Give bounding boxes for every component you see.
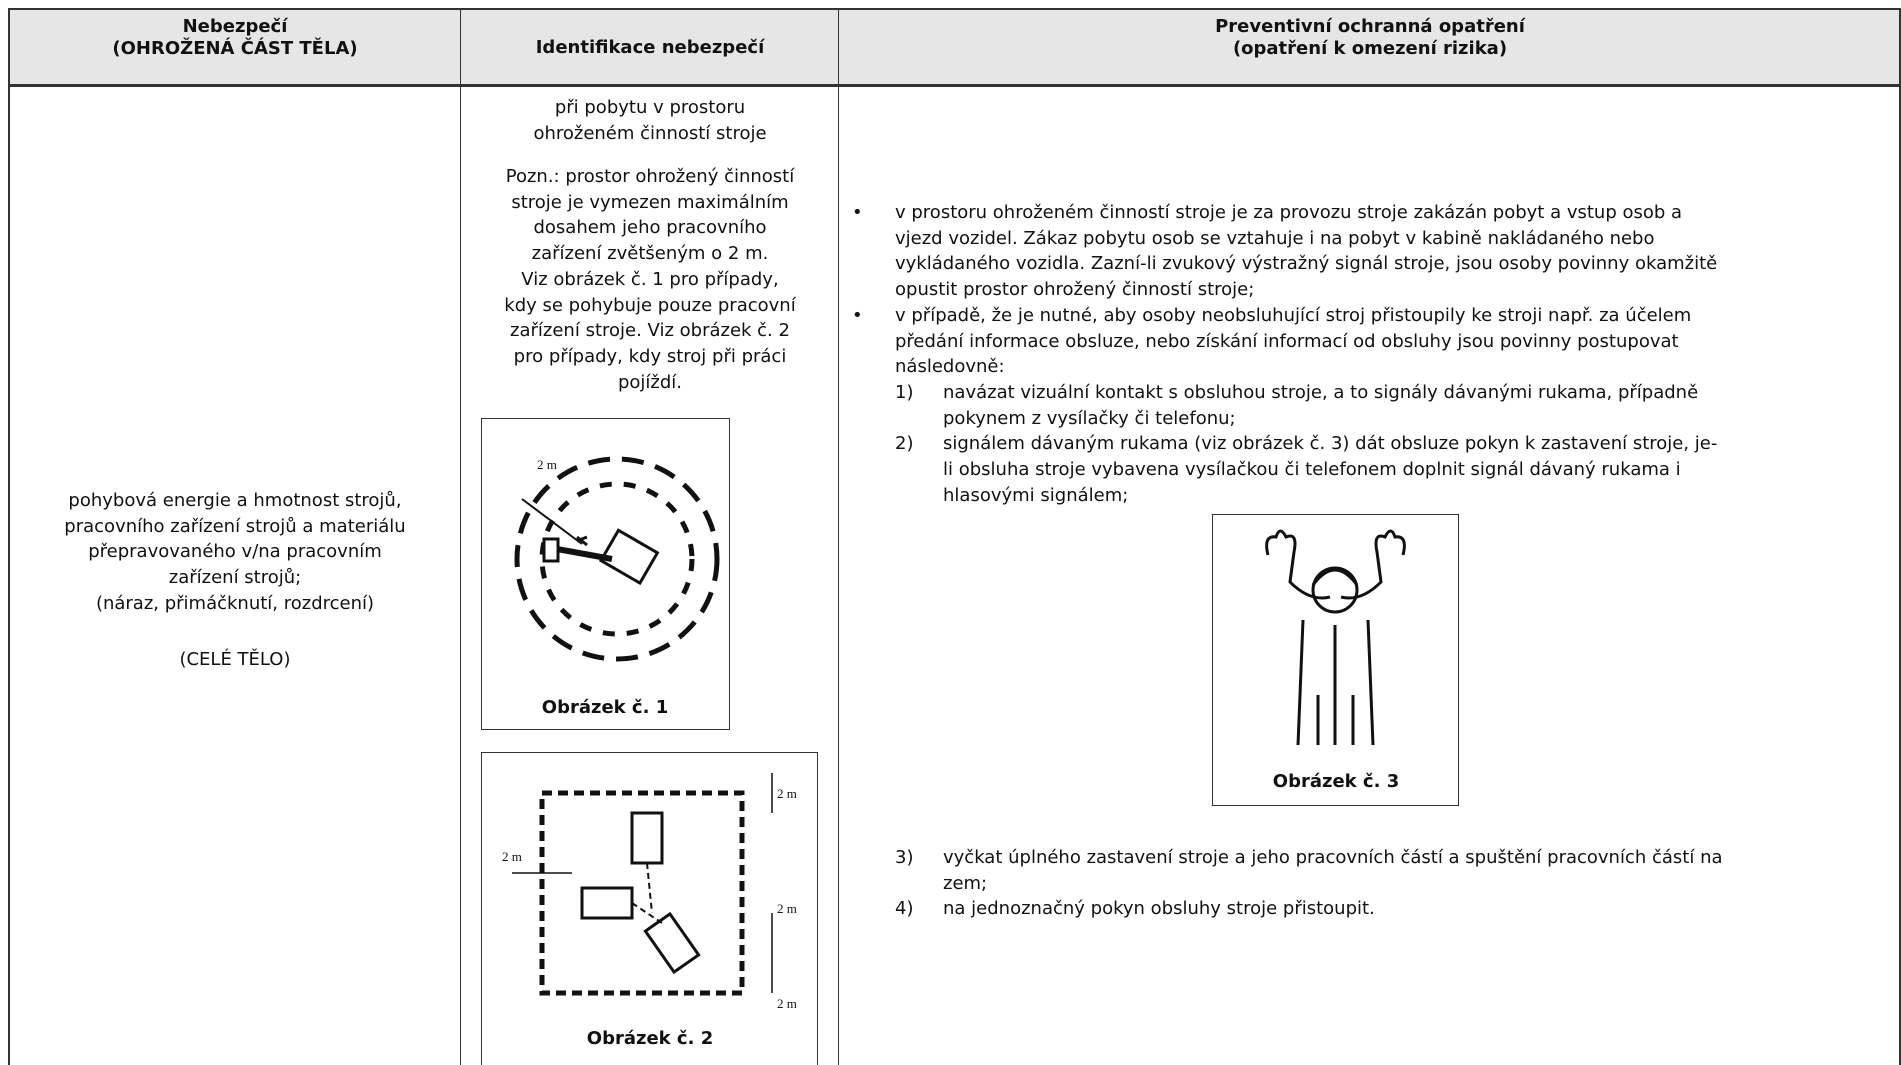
step-text: hlasovými signálem; (943, 484, 1129, 506)
note-text: zařízení stroje. Viz obrázek č. 2 (510, 320, 790, 342)
step-text: na jednoznačný pokyn obsluhy stroje přis… (943, 898, 1375, 920)
measure-text: v prostoru ohroženém činností stroje je … (895, 202, 1683, 223)
step-number: 4) (895, 898, 914, 920)
note-text: Pozn.: prostor ohrožený činností (505, 166, 795, 187)
step-text: navázat vizuální kontakt s obsluhou stro… (943, 381, 1699, 403)
figure-label: 2 m (777, 901, 797, 916)
figure-1-drawing: 2 m (514, 456, 720, 662)
figure-2: 2 m 2 m 2 m 2 m (481, 752, 818, 1065)
figure-label: 2 m (537, 457, 557, 472)
table-border (8, 8, 10, 1065)
figure-2-drawing: 2 m 2 m 2 m 2 m (502, 773, 797, 1011)
table-border (10, 84, 1901, 87)
header-text: Preventivní ochranná opatření (1215, 16, 1525, 37)
figure-caption: Obrázek č. 1 (541, 697, 669, 718)
bullet: • (852, 304, 863, 326)
note-text: dosahem jeho pracovního (533, 217, 767, 239)
hazard-text: pracovního zařízení strojů a materiálu (64, 515, 406, 537)
figure-3 (1212, 514, 1459, 806)
step-text: vyčkat úplného zastavení stroje a jeho p… (943, 847, 1723, 868)
header-text: Nebezpečí (182, 16, 288, 37)
column-divider (460, 8, 461, 1065)
hazard-text: zařízení strojů; (168, 567, 302, 589)
hazard-text: pohybová energie a hmotnost strojů, (68, 490, 402, 511)
step-text: zem; (943, 872, 988, 894)
bullet: • (852, 202, 863, 223)
header-text: (OHROŽENÁ ČÁST TĚLA) (112, 38, 358, 59)
measure-text: předání informace obsluze, nebo získání … (895, 330, 1679, 352)
header-background (10, 10, 1901, 85)
identification-text: ohroženém činností stroje (533, 122, 767, 144)
hazard-text: (náraz, přimáčknutí, rozdrcení) (95, 592, 375, 614)
note-text: stroje je vymezen maximálním (511, 191, 789, 213)
step-text: pokynem z vysílačky či telefonu; (943, 407, 1236, 429)
column-divider (838, 8, 839, 1065)
figure-caption: Obrázek č. 2 (586, 1028, 714, 1049)
measure-text: vykládaného vozidla. Zazní-li zvukový vý… (895, 253, 1718, 275)
measure-text: následovně: (895, 356, 1005, 378)
step-text: signálem dávaným rukama (viz obrázek č. … (943, 433, 1718, 455)
figure-label: 2 m (502, 849, 522, 864)
header-text: Identifikace nebezpečí (535, 37, 765, 58)
step-number: 2) (895, 433, 914, 455)
figure-label: 2 m (777, 786, 797, 801)
table-border (1899, 8, 1901, 1065)
step-number: 1) (895, 381, 914, 403)
figure-3-drawing (1265, 529, 1406, 746)
header-text: (opatření k omezení rizika) (1232, 38, 1508, 59)
figure-caption: Obrázek č. 3 (1272, 771, 1400, 792)
table-border (10, 8, 1901, 10)
measure-text: v případě, že je nutné, aby osoby neobsl… (895, 304, 1692, 326)
body-part: (CELÉ TĚLO) (179, 649, 291, 670)
step-text: li obsluha stroje vybavena vysílačkou či… (943, 459, 1681, 480)
note-text: pro případy, kdy stroj při práci (513, 345, 787, 367)
note-text: kdy se pohybuje pouze pracovní (504, 294, 796, 316)
step-number: 3) (895, 847, 914, 868)
measure-text: opustit prostor ohrožený činností stroje… (895, 279, 1255, 301)
figure-label: 2 m (777, 996, 797, 1011)
hazard-text: přepravovaného v/na pracovním (88, 541, 382, 563)
note-text: zařízení zvětšeným o 2 m. (531, 243, 769, 265)
figure-1: 2 m (481, 418, 730, 730)
note-text: Viz obrázek č. 1 pro případy, (521, 268, 779, 290)
note-text: pojíždí. (617, 371, 683, 393)
identification-text: při pobytu v prostoru (554, 97, 746, 118)
measure-text: vjezd vozidel. Zákaz pobytu osob se vzta… (895, 227, 1655, 249)
